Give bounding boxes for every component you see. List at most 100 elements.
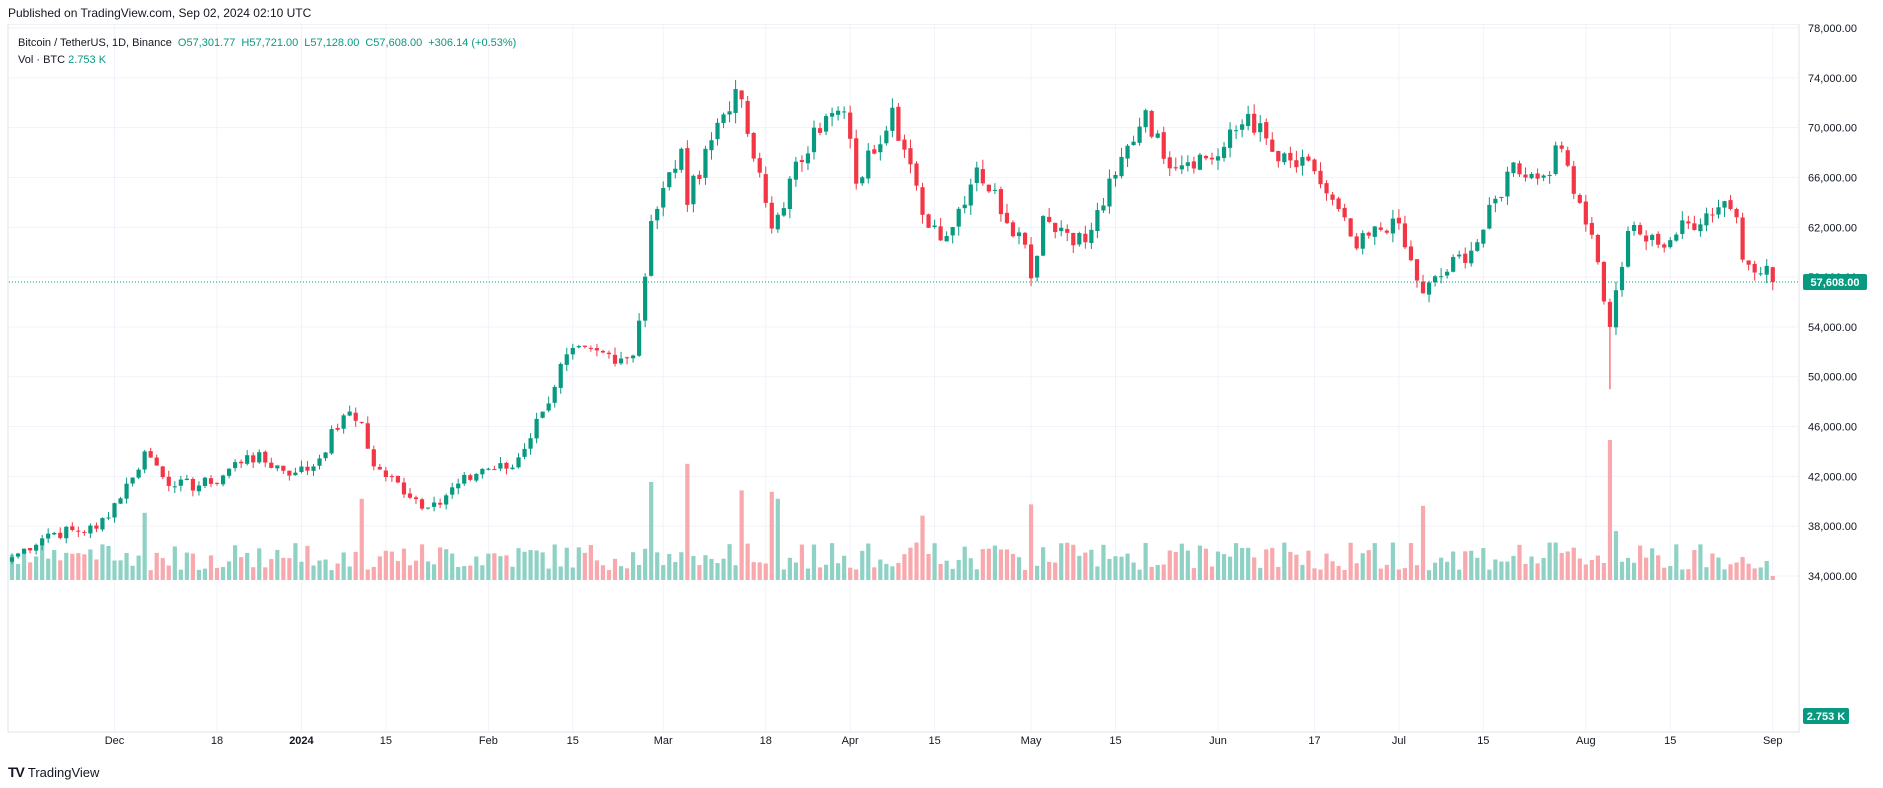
candle-body: [371, 449, 376, 467]
candle-body: [1426, 282, 1432, 295]
candle-body: [594, 348, 600, 351]
volume-bar: [395, 561, 401, 580]
volume-bar: [667, 553, 672, 580]
candle-body: [52, 532, 57, 535]
candle-body: [1752, 263, 1757, 273]
volume-bar: [522, 551, 527, 580]
candle-body: [1420, 281, 1426, 294]
candle-body: [305, 466, 310, 471]
footer-brand[interactable]: TV TradingView: [8, 764, 99, 780]
candle-body: [727, 111, 732, 115]
x-tick-label: 15: [928, 735, 940, 747]
volume-bar: [341, 552, 346, 580]
candle-body: [751, 132, 756, 159]
candle-body: [58, 532, 63, 538]
volume-bar: [715, 563, 720, 580]
y-tick-label: 34,000.00: [1808, 571, 1857, 583]
candle-body: [691, 175, 696, 205]
candle-body: [1125, 145, 1130, 159]
volume-bar: [811, 544, 817, 580]
volume-bar: [1662, 567, 1667, 580]
volume-bar: [281, 557, 286, 580]
volume-bar: [94, 559, 99, 580]
volume-bar: [739, 490, 744, 580]
candle-body: [178, 479, 183, 486]
volume-bar: [992, 545, 997, 580]
volume-bar: [1595, 555, 1600, 580]
candle-body: [1499, 196, 1504, 198]
x-tick-label: 18: [211, 735, 223, 747]
candle-body: [721, 114, 726, 123]
candle-body: [1167, 157, 1172, 169]
volume-bar: [842, 555, 847, 580]
volume-bar: [498, 556, 503, 580]
candle-body: [1258, 123, 1263, 133]
volume-bar: [691, 556, 696, 580]
volume-bar: [534, 550, 539, 580]
candle-body: [643, 276, 648, 321]
volume-bar: [468, 565, 473, 580]
candle-body: [715, 122, 720, 140]
candle-body: [317, 458, 322, 466]
candle-body: [1728, 200, 1733, 209]
candle-body: [1203, 155, 1209, 159]
candlestick-chart[interactable]: 78,000.00 74,000.00 70,000.00 66,000.00 62,0…: [0, 24, 1883, 758]
volume-bar: [721, 558, 726, 580]
volume-bar: [926, 554, 931, 580]
candle-body: [124, 483, 129, 499]
y-tick-label: 54,000.00: [1808, 322, 1857, 334]
volume-bar: [1680, 569, 1685, 580]
volume-bar: [1282, 542, 1287, 580]
candle-body: [1662, 244, 1667, 248]
volume-bar: [1270, 547, 1275, 580]
volume-bar: [1565, 551, 1570, 580]
candle-body: [468, 475, 473, 480]
volume-bar: [1300, 564, 1305, 580]
candle-body: [1698, 224, 1703, 232]
volume-bar: [1143, 542, 1148, 580]
candle-body: [220, 475, 226, 485]
symbol-label[interactable]: Bitcoin / TetherUS, 1D, Binance: [18, 37, 172, 49]
volume-bar: [606, 570, 612, 580]
candle-body: [1354, 236, 1359, 249]
volume-bar: [1589, 559, 1594, 580]
volume-bar: [1125, 553, 1130, 580]
x-tick-label: 15: [380, 735, 392, 747]
volume-bar: [1638, 545, 1643, 580]
volume-bar: [685, 463, 690, 580]
volume-bar: [600, 565, 606, 580]
candle-body: [27, 548, 33, 551]
candle-body: [1601, 261, 1607, 302]
candle-body: [1770, 267, 1775, 282]
volume-bar: [805, 568, 811, 580]
candle-body: [1197, 154, 1203, 170]
volume-bar: [1746, 563, 1751, 580]
candle-body: [118, 498, 123, 504]
close-value: C57,608.00: [365, 37, 423, 49]
candle-body: [166, 476, 171, 486]
candle-body: [1716, 207, 1721, 215]
volume-bar: [1631, 562, 1637, 580]
candle-body: [938, 226, 943, 241]
volume-bar: [1511, 555, 1516, 580]
candle-body: [775, 214, 780, 230]
candle-body: [1240, 124, 1245, 130]
candle-body: [70, 526, 75, 530]
volume-bar: [1583, 564, 1588, 580]
volume-bar: [1010, 553, 1016, 580]
volume-bar: [745, 543, 750, 580]
volume-bar: [564, 547, 569, 580]
volume-label[interactable]: Vol · BTC: [18, 54, 66, 66]
volume-bar: [594, 560, 600, 580]
candle-body: [733, 89, 738, 113]
volume-bar: [679, 552, 684, 580]
volume-bar: [793, 562, 798, 580]
candle-body: [281, 465, 286, 471]
candle-body: [226, 468, 232, 476]
candle-body: [323, 452, 328, 459]
candle-body: [275, 465, 280, 469]
volume-bar: [920, 515, 925, 580]
volume-bar: [1384, 564, 1389, 580]
candle-body: [1107, 178, 1112, 207]
candle-body: [1252, 113, 1257, 133]
